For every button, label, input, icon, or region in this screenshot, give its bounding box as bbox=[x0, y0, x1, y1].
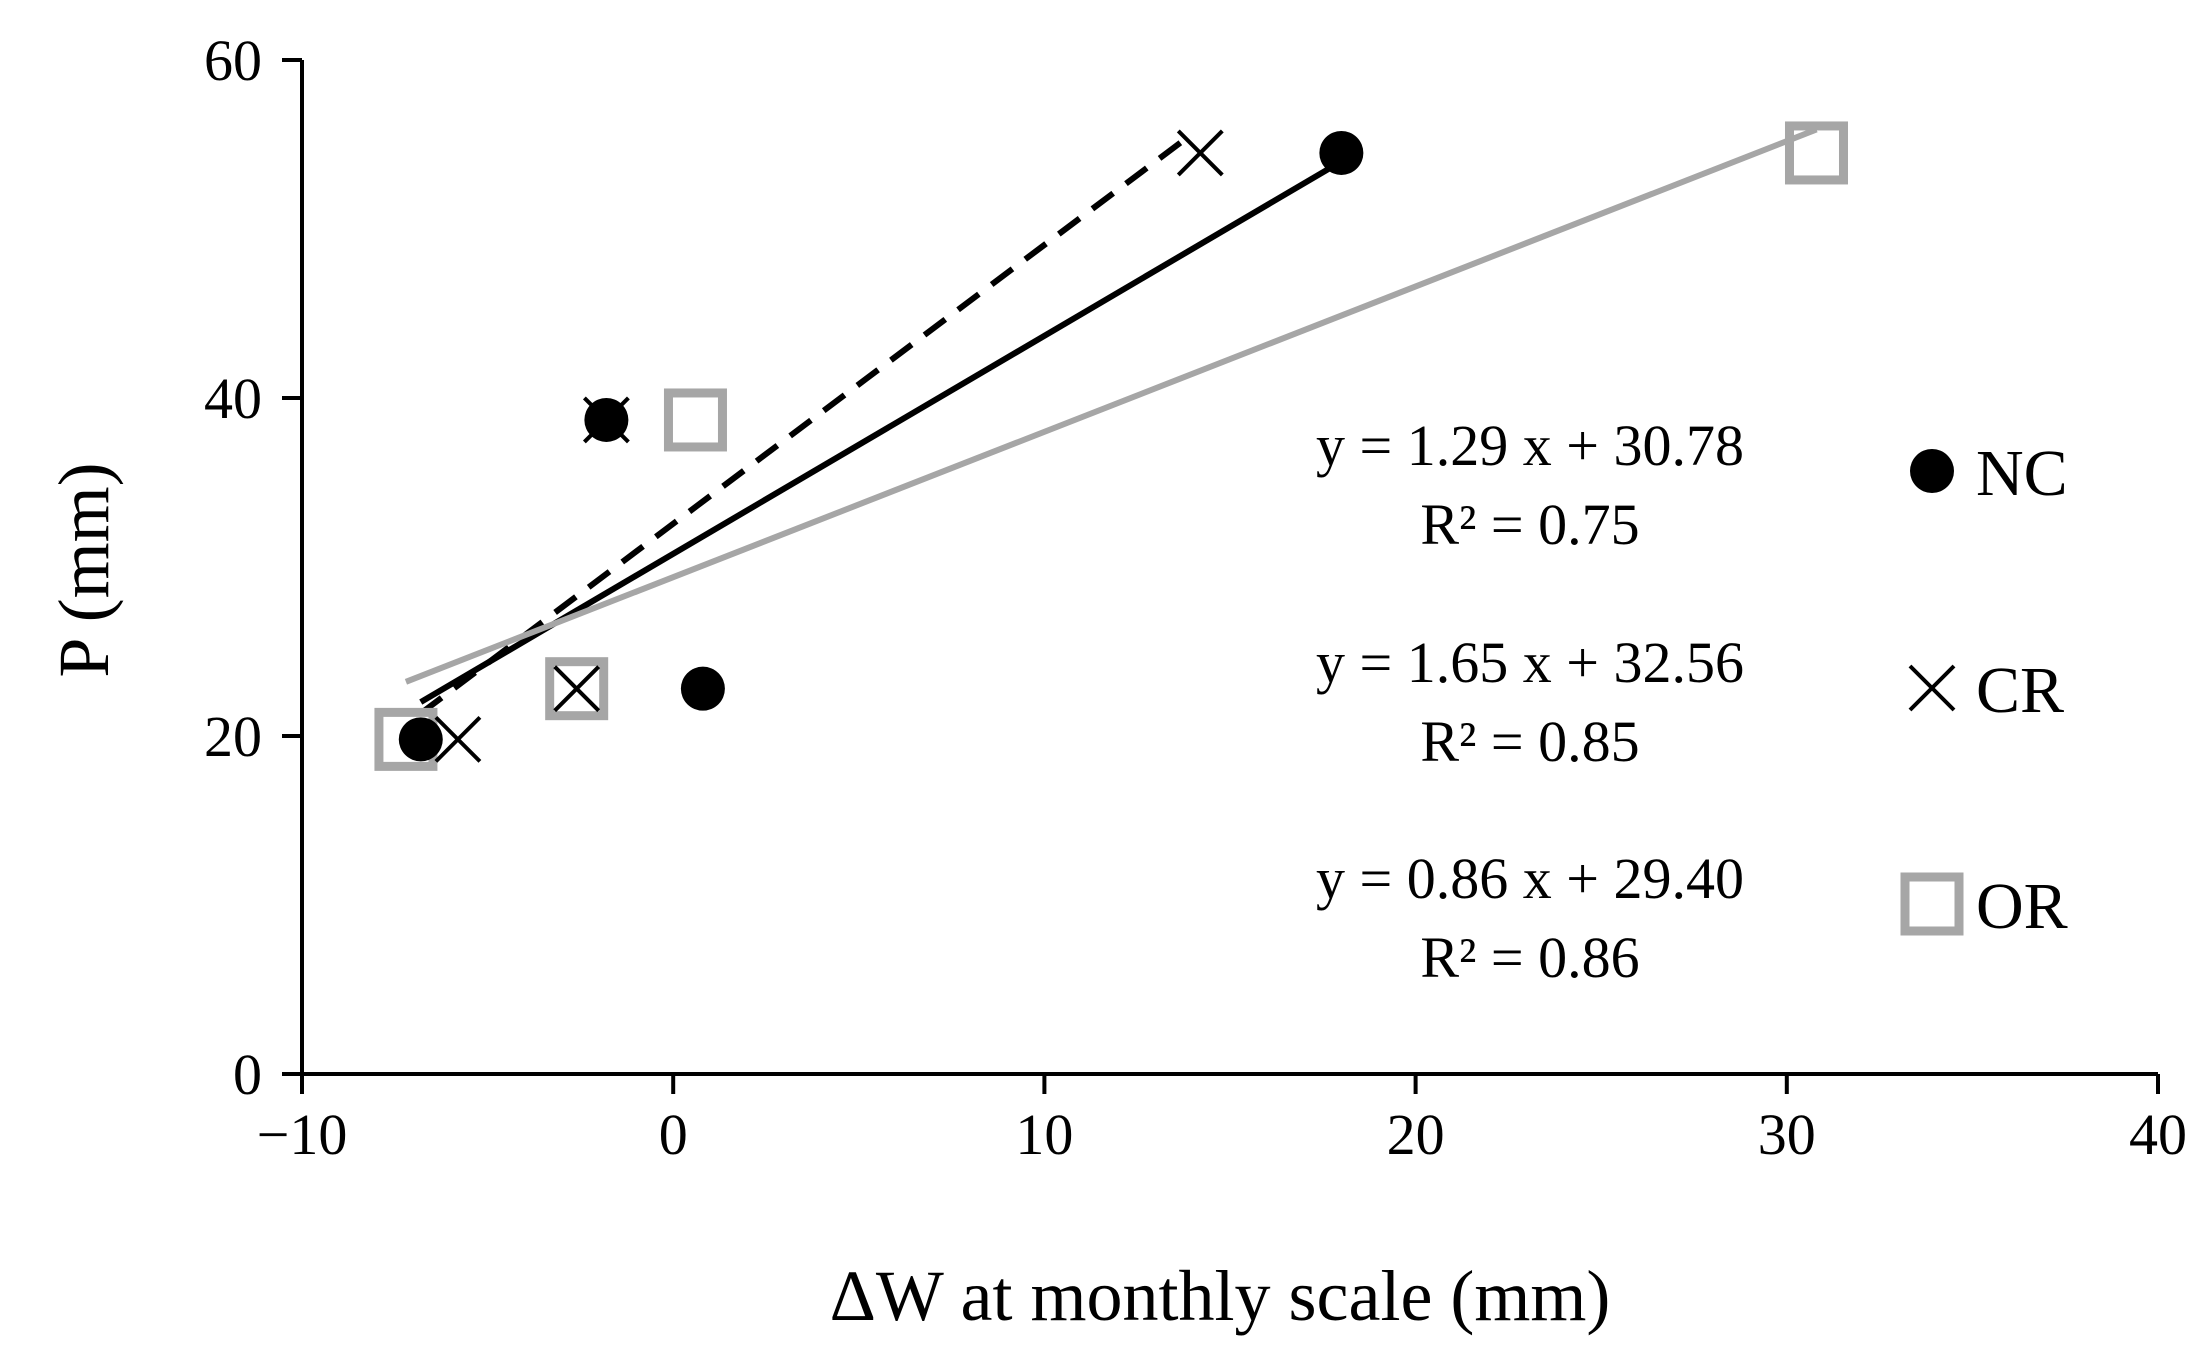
x-axis-title: ΔW at monthly scale (mm) bbox=[830, 1256, 1611, 1336]
point-nc bbox=[680, 666, 725, 711]
r2-or: R² = 0.86 bbox=[1420, 925, 1639, 990]
x-tick-label: 0 bbox=[659, 1102, 688, 1167]
x-tick-label: −10 bbox=[257, 1102, 348, 1167]
equation-or: y = 0.86 x + 29.40 bbox=[1316, 846, 1744, 911]
legend-label-or: OR bbox=[1976, 870, 2068, 943]
x-tick-label: 10 bbox=[1015, 1102, 1073, 1167]
y-axis-title: P (mm) bbox=[44, 462, 124, 677]
trendlines bbox=[404, 126, 1818, 716]
point-cr bbox=[582, 396, 630, 444]
x-tick-label: 40 bbox=[2129, 1102, 2187, 1167]
legend-label-nc: NC bbox=[1976, 437, 2068, 510]
x-tick-label: 30 bbox=[1758, 1102, 1816, 1167]
y-tick-label: 20 bbox=[204, 704, 262, 769]
legend-label-cr: CR bbox=[1976, 654, 2064, 727]
point-cr bbox=[1176, 129, 1224, 177]
y-tick-label: 40 bbox=[204, 366, 262, 431]
r2-nc: R² = 0.75 bbox=[1420, 492, 1639, 557]
point-or bbox=[545, 657, 609, 721]
point-nc bbox=[398, 717, 443, 762]
y-tick-label: 0 bbox=[233, 1042, 262, 1107]
trendline-or bbox=[404, 126, 1818, 685]
equation-nc: y = 1.29 x + 30.78 bbox=[1316, 413, 1744, 478]
equation-cr: y = 1.65 x + 32.56 bbox=[1316, 630, 1744, 695]
x-tick-label: 20 bbox=[1387, 1102, 1445, 1167]
point-or bbox=[663, 388, 727, 452]
markers bbox=[374, 121, 1848, 771]
point-or bbox=[1784, 121, 1848, 185]
plot-lines bbox=[300, 60, 2158, 1076]
legend-marker-or bbox=[1900, 872, 1964, 936]
trendline-nc bbox=[419, 158, 1343, 705]
point-cr bbox=[553, 665, 601, 713]
point-cr bbox=[434, 715, 482, 763]
legend: NC CR OR bbox=[1900, 437, 2068, 943]
legend-marker-nc bbox=[1910, 449, 1954, 493]
legend-marker-cr bbox=[1908, 664, 1956, 712]
equations: y = 1.29 x + 30.78 R² = 0.75 y = 1.65 x + … bbox=[1316, 413, 1744, 990]
point-nc bbox=[1319, 130, 1364, 175]
y-tick-label: 60 bbox=[204, 28, 262, 93]
trendline-cr bbox=[418, 130, 1195, 716]
r2-cr: R² = 0.85 bbox=[1420, 709, 1639, 774]
